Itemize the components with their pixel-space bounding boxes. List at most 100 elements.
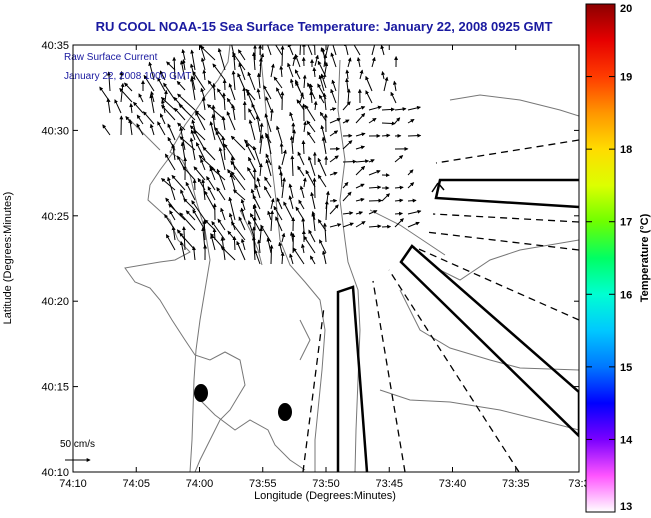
- current-vector: [142, 111, 155, 125]
- current-vector: [255, 114, 261, 133]
- current-vector: [252, 204, 261, 221]
- current-vector: [179, 212, 196, 231]
- current-vector: [275, 45, 283, 56]
- current-vector: [297, 165, 305, 177]
- y-tick-label: 40:15: [41, 382, 69, 394]
- current-vector: [209, 121, 216, 141]
- current-vector: [317, 174, 327, 188]
- current-vector: [355, 165, 366, 176]
- current-vector: [307, 45, 313, 56]
- current-vector: [164, 153, 176, 171]
- current-vector: [207, 186, 216, 201]
- current-vector: [181, 48, 186, 61]
- depth-contour-5: [439, 239, 579, 281]
- current-vector: [394, 155, 404, 163]
- current-vector: [368, 198, 383, 203]
- current-vector: [238, 62, 246, 81]
- current-vector: [298, 199, 305, 210]
- current-vector: [252, 194, 261, 210]
- current-vector: [229, 172, 236, 191]
- current-vector: [263, 185, 272, 199]
- current-vector: [136, 114, 144, 125]
- current-vector: [346, 88, 351, 104]
- depth-contour-6: [369, 209, 446, 256]
- current-vector: [136, 123, 144, 136]
- current-vector: [106, 71, 111, 92]
- current-vector: [313, 100, 318, 111]
- current-vector: [119, 70, 124, 81]
- current-vector: [321, 250, 327, 265]
- current-vector: [310, 191, 316, 210]
- current-vector: [380, 45, 385, 56]
- current-vector: [106, 97, 111, 114]
- current-vector: [355, 183, 365, 189]
- current-vector: [292, 247, 305, 265]
- current-vector: [163, 82, 176, 101]
- current-vector: [342, 191, 352, 202]
- current-vector: [309, 90, 314, 104]
- current-vector: [290, 155, 295, 177]
- current-vector: [264, 176, 272, 188]
- current-vector: [342, 119, 350, 124]
- current-vector: [159, 113, 166, 125]
- current-vector: [220, 246, 236, 261]
- current-vector: [329, 223, 342, 228]
- current-vector: [355, 159, 370, 164]
- current-vector: [289, 135, 294, 155]
- current-vector: [160, 97, 176, 111]
- current-vector: [210, 234, 216, 251]
- current-vector: [209, 165, 226, 181]
- current-vector: [266, 237, 272, 254]
- current-vector: [287, 62, 294, 78]
- current-vector: [157, 77, 166, 92]
- current-vector: [269, 244, 274, 265]
- current-vector: [347, 57, 352, 68]
- current-vector: [330, 52, 337, 68]
- current-vector: [171, 143, 176, 161]
- current-vector: [303, 235, 316, 254]
- current-vector: [218, 147, 226, 171]
- current-vector: [371, 56, 376, 68]
- x-tick-label: 74:00: [186, 478, 214, 490]
- current-vector: [308, 229, 316, 243]
- current-vector: [321, 136, 327, 155]
- lane-southeast: [399, 244, 579, 438]
- current-vector: [192, 178, 197, 191]
- current-vector: [368, 170, 381, 176]
- current-vector: [149, 94, 155, 114]
- current-vector: [185, 210, 196, 221]
- current-vector: [407, 209, 422, 215]
- current-vector: [309, 83, 314, 92]
- current-vector: [138, 93, 144, 103]
- current-vector: [368, 105, 382, 111]
- current-vector: [189, 77, 196, 101]
- current-vector: [114, 99, 122, 114]
- current-vector: [240, 238, 246, 251]
- current-vector: [323, 62, 329, 80]
- current-vector: [390, 91, 397, 104]
- current-vector: [259, 122, 264, 144]
- current-vector: [178, 103, 196, 121]
- current-vector: [275, 125, 283, 144]
- current-vector: [302, 74, 307, 89]
- current-vector: [143, 74, 155, 92]
- depth-contour-9: [199, 399, 306, 471]
- current-vector: [133, 101, 144, 114]
- current-vector: [322, 92, 327, 111]
- current-vector: [256, 177, 261, 188]
- y-tick-label: 40:25: [41, 211, 69, 223]
- current-vector: [240, 207, 246, 221]
- current-vector: [232, 51, 246, 71]
- current-vector: [149, 123, 155, 136]
- current-vector: [355, 211, 364, 215]
- current-vector: [202, 146, 216, 161]
- current-vector: [264, 113, 272, 133]
- current-vector: [311, 212, 316, 232]
- current-vector: [306, 120, 316, 133]
- current-vector: [270, 210, 275, 232]
- x-tick-label: 74:10: [59, 478, 87, 490]
- colorbar-tick-label: 18: [620, 144, 632, 156]
- current-vector: [281, 177, 286, 199]
- current-vector: [129, 103, 134, 114]
- y-tick-label: 40:35: [41, 40, 69, 52]
